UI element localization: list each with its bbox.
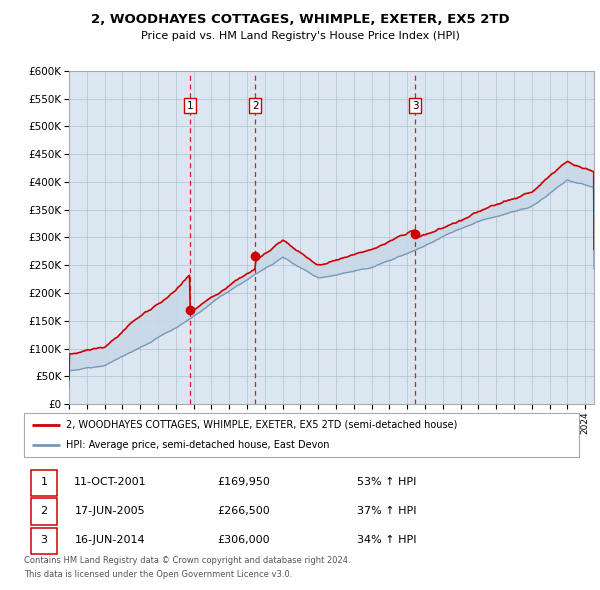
Text: Price paid vs. HM Land Registry's House Price Index (HPI): Price paid vs. HM Land Registry's House … <box>140 31 460 41</box>
FancyBboxPatch shape <box>31 470 58 496</box>
Text: 17-JUN-2005: 17-JUN-2005 <box>75 506 145 516</box>
Text: 53% ↑ HPI: 53% ↑ HPI <box>357 477 416 487</box>
Text: £169,950: £169,950 <box>217 477 269 487</box>
Text: 34% ↑ HPI: 34% ↑ HPI <box>357 535 416 545</box>
Text: 2: 2 <box>40 506 47 516</box>
Text: £266,500: £266,500 <box>217 506 269 516</box>
Text: 3: 3 <box>412 101 419 111</box>
Text: HPI: Average price, semi-detached house, East Devon: HPI: Average price, semi-detached house,… <box>65 440 329 450</box>
Text: 16-JUN-2014: 16-JUN-2014 <box>75 535 145 545</box>
Text: 11-OCT-2001: 11-OCT-2001 <box>74 477 146 487</box>
Text: Contains HM Land Registry data © Crown copyright and database right 2024.: Contains HM Land Registry data © Crown c… <box>24 556 350 565</box>
Text: 1: 1 <box>40 477 47 487</box>
Text: 2: 2 <box>252 101 259 111</box>
Text: 1: 1 <box>187 101 193 111</box>
FancyBboxPatch shape <box>31 499 58 525</box>
Text: 2, WOODHAYES COTTAGES, WHIMPLE, EXETER, EX5 2TD (semi-detached house): 2, WOODHAYES COTTAGES, WHIMPLE, EXETER, … <box>65 420 457 430</box>
FancyBboxPatch shape <box>31 528 58 554</box>
Text: £306,000: £306,000 <box>217 535 269 545</box>
Text: 37% ↑ HPI: 37% ↑ HPI <box>357 506 416 516</box>
Text: 2, WOODHAYES COTTAGES, WHIMPLE, EXETER, EX5 2TD: 2, WOODHAYES COTTAGES, WHIMPLE, EXETER, … <box>91 13 509 26</box>
Text: This data is licensed under the Open Government Licence v3.0.: This data is licensed under the Open Gov… <box>24 570 292 579</box>
Text: 3: 3 <box>40 535 47 545</box>
